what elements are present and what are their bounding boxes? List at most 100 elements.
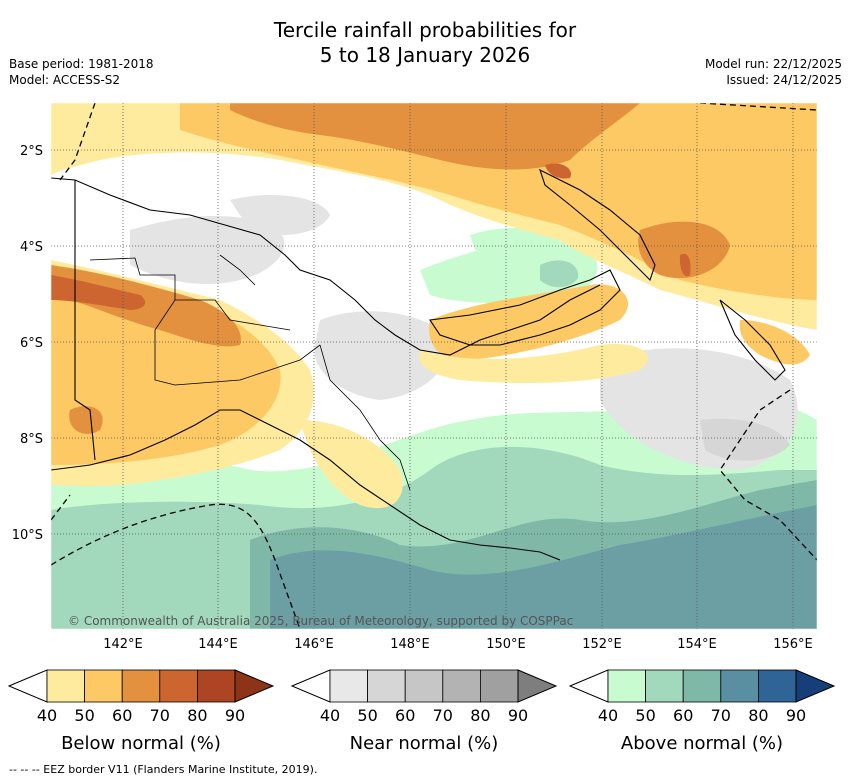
colorbar-swatch bbox=[46, 669, 85, 703]
lat-label: 6°S bbox=[20, 336, 43, 351]
eez-border-southwest bbox=[51, 494, 71, 521]
below-normal-east-band-light bbox=[419, 344, 648, 383]
below-normal-80-northeast bbox=[679, 253, 691, 277]
lon-label: 142°E bbox=[103, 637, 143, 652]
colorbar-tick-label: 40 bbox=[320, 706, 340, 725]
colorbar-tick-label: 40 bbox=[37, 706, 57, 725]
lat-label: 8°S bbox=[20, 432, 43, 447]
near-normal-southeast-patch bbox=[700, 418, 790, 461]
below-normal-70-north-band bbox=[230, 103, 640, 170]
lat-label: 2°S bbox=[20, 144, 43, 159]
colorbar-swatch bbox=[720, 669, 759, 703]
meta-left: Base period: 1981-2018 Model: ACCESS-S2 bbox=[9, 56, 154, 88]
map-frame bbox=[50, 102, 818, 630]
colorbar-swatch bbox=[196, 669, 236, 703]
title-line-2: 5 to 18 January 2026 bbox=[319, 43, 531, 67]
colorbar-tick-label: 90 bbox=[786, 706, 806, 725]
colorbar-tick-label: 70 bbox=[433, 706, 453, 725]
colorbar-tick-label: 50 bbox=[635, 706, 655, 725]
colorbar-high-extension bbox=[517, 669, 558, 703]
issued-date: Issued: 24/12/2025 bbox=[726, 73, 842, 87]
colorbar-title: Below normal (%) bbox=[61, 733, 221, 754]
colorbar-high-extension bbox=[234, 669, 275, 703]
lon-label: 154°E bbox=[677, 637, 717, 652]
colorbar-title: Above normal (%) bbox=[621, 733, 783, 754]
colorbar-title: Near normal (%) bbox=[350, 733, 499, 754]
model-run: Model run: 22/12/2025 bbox=[704, 57, 842, 71]
below-normal-70-northeast bbox=[638, 221, 730, 279]
graticule bbox=[51, 103, 817, 629]
colorbar-tick-label: 60 bbox=[395, 706, 415, 725]
copyright-notice: © Commonwealth of Australia 2025, Bureau… bbox=[68, 614, 573, 628]
colorbar-tick-label: 90 bbox=[508, 706, 528, 725]
colorbar-tick-label: 90 bbox=[225, 706, 245, 725]
colorbar-swatch bbox=[442, 669, 481, 703]
colorbar-swatch bbox=[758, 669, 797, 703]
colorbar-swatch bbox=[329, 669, 368, 703]
above-normal-central-core bbox=[540, 260, 579, 288]
colorbar-tick-label: 80 bbox=[187, 706, 207, 725]
colorbar-tick-label: 70 bbox=[150, 706, 170, 725]
colorbar-low-extension bbox=[568, 669, 609, 703]
colorbar-2: 40 50 60 70 80 90 Near normal (%) bbox=[290, 669, 558, 754]
model-name: Model: ACCESS-S2 bbox=[9, 73, 121, 87]
lat-label: 4°S bbox=[20, 240, 43, 255]
colorbar-low-extension bbox=[290, 669, 331, 703]
colorbar-tick-label: 80 bbox=[748, 706, 768, 725]
lon-label: 148°E bbox=[390, 637, 430, 652]
lon-label: 150°E bbox=[486, 637, 526, 652]
eez-borders bbox=[51, 103, 817, 629]
new-ireland-coast bbox=[539, 168, 656, 282]
colorbar-swatch bbox=[121, 669, 161, 703]
lon-label: 156°E bbox=[773, 637, 813, 652]
above-normal-north-patch bbox=[470, 228, 560, 253]
colorbar-tick-label: 70 bbox=[711, 706, 731, 725]
near-normal-west-patch bbox=[130, 215, 285, 285]
international-border bbox=[74, 180, 96, 461]
colorbar-tick-label: 50 bbox=[357, 706, 377, 725]
colorbar-high-extension bbox=[795, 669, 836, 703]
lat-labels: 2°S 4°S 6°S 8°S 10°S bbox=[12, 144, 43, 543]
colorbar-swatch bbox=[404, 669, 444, 703]
below-normal-70-spot bbox=[69, 406, 103, 434]
lon-labels: 142°E 144°E 146°E 148°E 150°E 152°E 154°… bbox=[103, 637, 813, 652]
eez-footer-note: -- -- -- EEZ border V11 (Flanders Marine… bbox=[9, 763, 318, 776]
colorbar-tick-label: 40 bbox=[598, 706, 618, 725]
colorbar-swatch bbox=[607, 669, 646, 703]
coastlines bbox=[51, 168, 786, 561]
lon-label: 146°E bbox=[294, 637, 334, 652]
colorbar-swatch bbox=[682, 669, 722, 703]
near-normal-west-patch-2 bbox=[230, 195, 330, 235]
lon-label: 152°E bbox=[582, 637, 622, 652]
new-guinea-south-coast bbox=[51, 409, 561, 561]
colorbar-low-extension bbox=[7, 669, 48, 703]
meta-right: Model run: 22/12/2025 Issued: 24/12/2025 bbox=[705, 56, 842, 88]
colorbar-swatch bbox=[645, 669, 684, 703]
lon-label: 144°E bbox=[198, 637, 238, 652]
colorbar-tick-label: 60 bbox=[673, 706, 693, 725]
colorbar-swatch bbox=[84, 669, 123, 703]
map-title: Tercile rainfall probabilities for 5 to … bbox=[0, 18, 850, 68]
colorbar-tick-label: 60 bbox=[112, 706, 132, 725]
colorbar-swatch bbox=[159, 669, 198, 703]
base-period: Base period: 1981-2018 bbox=[9, 57, 154, 71]
new-britain-coast bbox=[429, 269, 621, 346]
near-normal-central-patch bbox=[314, 311, 447, 400]
bougainville-coast bbox=[719, 299, 786, 381]
eez-border-south bbox=[51, 503, 301, 629]
new-guinea-north-coast bbox=[51, 177, 601, 356]
map-field bbox=[51, 103, 817, 629]
above-normal-70-region-2 bbox=[270, 505, 817, 629]
colorbar-swatch bbox=[479, 669, 519, 703]
colorbar-swatch bbox=[367, 669, 406, 703]
colorbar-tick-label: 80 bbox=[470, 706, 490, 725]
colorbar-tick-label: 50 bbox=[74, 706, 94, 725]
title-line-1: Tercile rainfall probabilities for bbox=[273, 18, 577, 42]
below-normal-80-north bbox=[545, 163, 571, 179]
lat-label: 10°S bbox=[12, 528, 43, 543]
provincial-borders bbox=[89, 254, 411, 491]
